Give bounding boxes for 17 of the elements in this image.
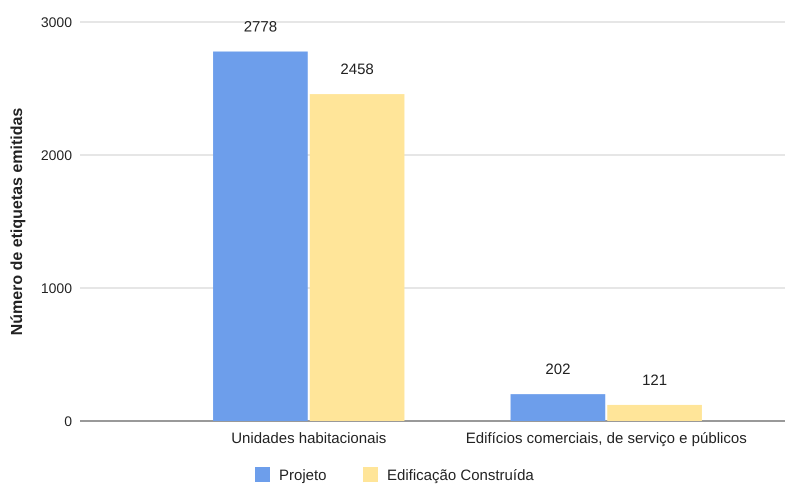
data-label: 121 bbox=[642, 372, 668, 389]
y-axis-title: Número de etiquetas emitidas bbox=[9, 108, 26, 336]
bar bbox=[607, 404, 702, 421]
x-tick-label: Unidades habitacionais bbox=[231, 430, 386, 447]
y-tick-label: 2000 bbox=[40, 147, 72, 163]
legend-label: Projeto bbox=[279, 467, 327, 484]
y-tick-label: 0 bbox=[64, 413, 72, 429]
x-tick-label: Edifícios comerciais, de serviço e públicos bbox=[466, 430, 747, 447]
data-label: 2458 bbox=[340, 61, 374, 78]
bar bbox=[213, 52, 308, 421]
data-label: 2778 bbox=[244, 18, 278, 36]
bar bbox=[510, 394, 606, 421]
y-tick-label: 3000 bbox=[40, 14, 72, 30]
data-label: 202 bbox=[545, 361, 570, 378]
y-tick-label: 1000 bbox=[40, 280, 72, 296]
legend-label: Edificação Construída bbox=[387, 467, 534, 484]
bar bbox=[310, 94, 404, 421]
